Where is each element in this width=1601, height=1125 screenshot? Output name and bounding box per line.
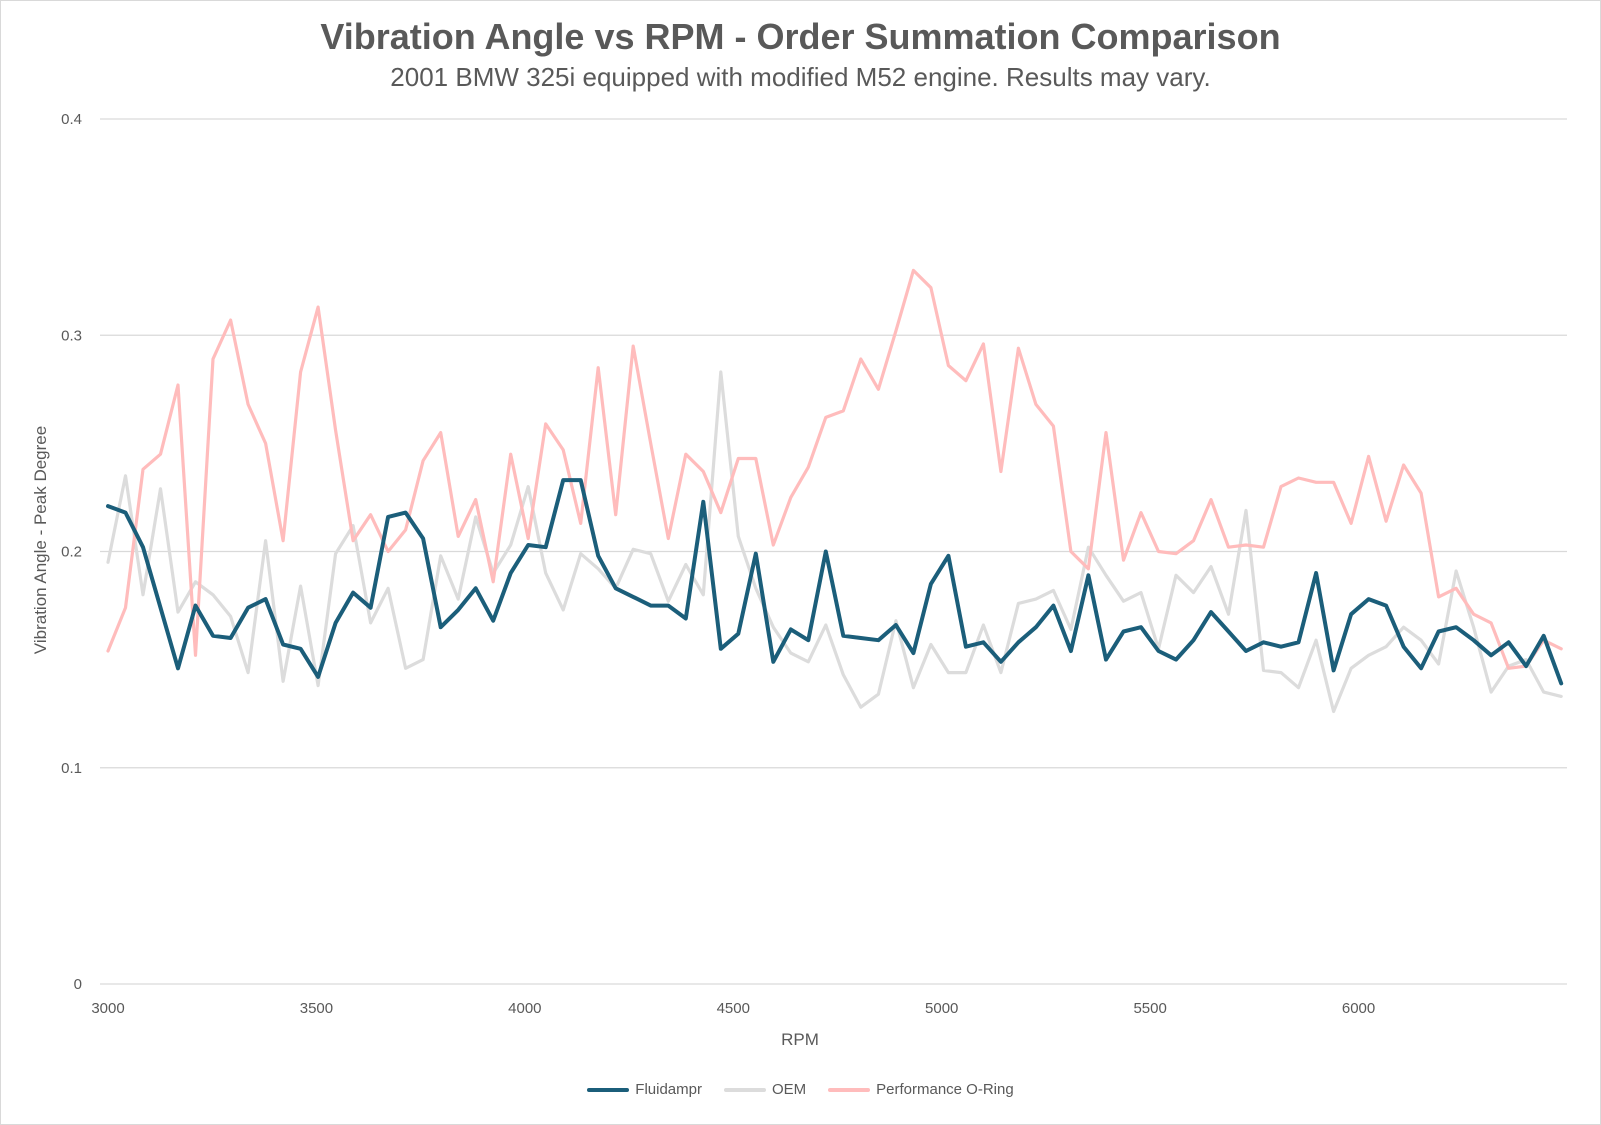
legend-swatch bbox=[723, 1087, 766, 1092]
y-tick-label: 0.4 bbox=[61, 111, 82, 128]
chart-title: Vibration Angle vs RPM - Order Summation… bbox=[320, 16, 1281, 57]
x-axis-ticks: 3000 3500 4000 4500 5000 5500 6000 bbox=[91, 1000, 1375, 1017]
series-line-fluidampr bbox=[106, 478, 1564, 686]
legend-item: OEM bbox=[723, 1081, 807, 1098]
y-tick-label: 0.1 bbox=[61, 760, 82, 777]
x-tick-label: 5000 bbox=[925, 1000, 958, 1017]
legend-label: Fluidampr bbox=[635, 1081, 702, 1098]
legend-item: Fluidampr bbox=[587, 1081, 702, 1098]
x-tick-label: 6000 bbox=[1342, 1000, 1375, 1017]
series-line-performance-o-ring bbox=[106, 268, 1563, 670]
legend-item: Performance O-Ring bbox=[828, 1081, 1014, 1098]
y-axis-ticks: 0 0.1 0.2 0.3 0.4 bbox=[61, 111, 82, 993]
series-line-oem bbox=[106, 370, 1563, 714]
x-tick-label: 5500 bbox=[1133, 1000, 1166, 1017]
legend: Fluidampr OEM Performance O-Ring bbox=[0, 1081, 1601, 1098]
x-tick-label: 4000 bbox=[508, 1000, 541, 1017]
y-tick-label: 0 bbox=[74, 976, 82, 993]
y-axis-title: Vibration Angle - Peak Degree bbox=[31, 426, 50, 654]
legend-label: Performance O-Ring bbox=[876, 1081, 1014, 1098]
x-axis-title: RPM bbox=[781, 1030, 819, 1049]
legend-label: OEM bbox=[771, 1081, 807, 1098]
legend-swatch bbox=[828, 1087, 871, 1092]
x-tick-label: 3500 bbox=[300, 1000, 333, 1017]
series-lines bbox=[106, 268, 1564, 714]
legend-swatch bbox=[587, 1087, 630, 1092]
x-tick-label: 3000 bbox=[91, 1000, 124, 1017]
y-tick-label: 0.2 bbox=[61, 544, 82, 561]
y-tick-label: 0.3 bbox=[61, 327, 82, 344]
x-tick-label: 4500 bbox=[717, 1000, 750, 1017]
gridlines bbox=[100, 118, 1567, 985]
chart-subtitle: 2001 BMW 325i equipped with modified M52… bbox=[390, 62, 1211, 92]
